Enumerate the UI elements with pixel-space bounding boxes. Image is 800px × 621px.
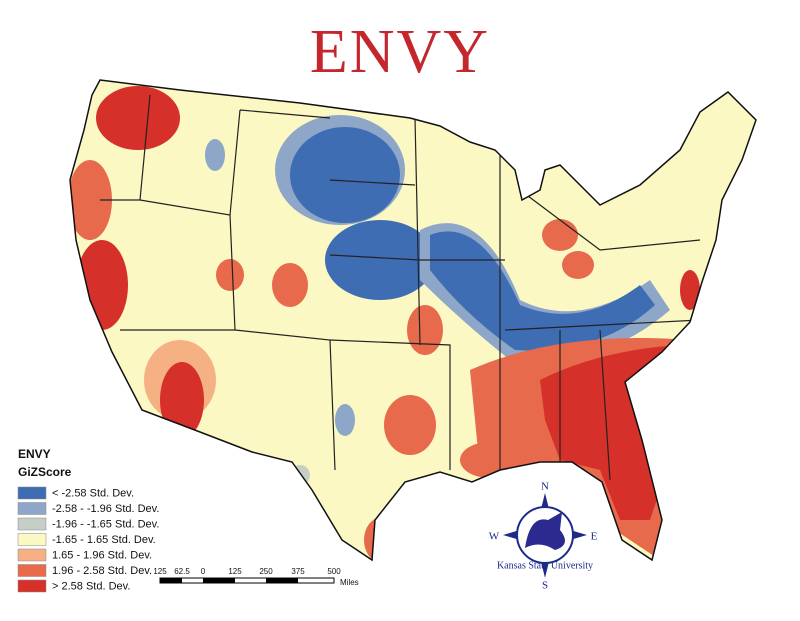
legend-swatch [17, 486, 47, 500]
coldspot [325, 220, 435, 300]
state-borders [100, 94, 701, 481]
scale-bar: Miles 125 62.5 0 125 250 375 500 [153, 567, 358, 587]
scale-frame [159, 577, 335, 584]
legend-swatch [17, 579, 47, 593]
legend-subtitle: GiZScore [18, 465, 72, 479]
legend-label: < -2.58 Std. Dev. [52, 487, 134, 499]
hotspot [562, 251, 594, 279]
hotspot [680, 270, 700, 310]
coldspot [290, 127, 400, 223]
hotspot [76, 240, 128, 330]
scale-label: 125 [153, 567, 167, 576]
scale-label: 500 [327, 567, 341, 576]
scale-label: 375 [291, 567, 305, 576]
legend-swatch [17, 502, 47, 515]
legend-label: -1.65 - 1.65 Std. Dev. [52, 534, 156, 546]
legend-title: ENVY [18, 447, 51, 461]
hotspot [96, 86, 180, 150]
coldspot [430, 231, 655, 351]
legend-swatch [17, 517, 47, 531]
compass-w: W [489, 531, 500, 543]
wildcat-logo [525, 512, 565, 550]
scale-segment [203, 578, 235, 583]
hotspot [70, 160, 112, 240]
hotspot [542, 219, 578, 251]
scale-unit: Miles [340, 578, 359, 587]
legend-label: 1.65 - 1.96 Std. Dev. [52, 549, 152, 561]
scale-segment [160, 578, 182, 583]
logo-text: Kansas State University [497, 560, 593, 571]
legend-label: -2.58 - -1.96 Std. Dev. [52, 503, 159, 515]
hotspot [160, 362, 204, 438]
hotspot [407, 305, 443, 355]
hotspot [216, 259, 244, 291]
scale-label: 62.5 [174, 567, 190, 576]
legend: ENVY GiZScore < -2.58 Std. Dev. -2.58 - -… [17, 447, 159, 593]
compass-n: N [541, 481, 549, 493]
hotspot [384, 395, 436, 455]
compass-e: E [591, 531, 598, 543]
legend-label: > 2.58 Std. Dev. [52, 580, 130, 592]
legend-swatch [17, 564, 47, 577]
compass-s: S [542, 580, 548, 592]
scale-label: 125 [228, 567, 242, 576]
hotspot [272, 263, 308, 307]
hotspot [540, 345, 690, 520]
legend-swatch [17, 548, 47, 562]
coldspot [335, 404, 355, 436]
legend-swatch [17, 533, 47, 546]
legend-label: -1.96 - -1.65 Std. Dev. [52, 518, 159, 530]
scale-label: 0 [201, 567, 206, 576]
us-county-map [69, 79, 757, 561]
hotspot [460, 442, 520, 478]
coldspot [205, 139, 225, 171]
scale-segment [266, 578, 298, 583]
compass-logo: N S E W Kansas State University [489, 481, 598, 592]
map-title: ENVY [310, 18, 490, 86]
legend-label: 1.96 - 2.58 Std. Dev. [52, 565, 152, 577]
scale-label: 250 [259, 567, 273, 576]
hotspot [364, 518, 396, 560]
